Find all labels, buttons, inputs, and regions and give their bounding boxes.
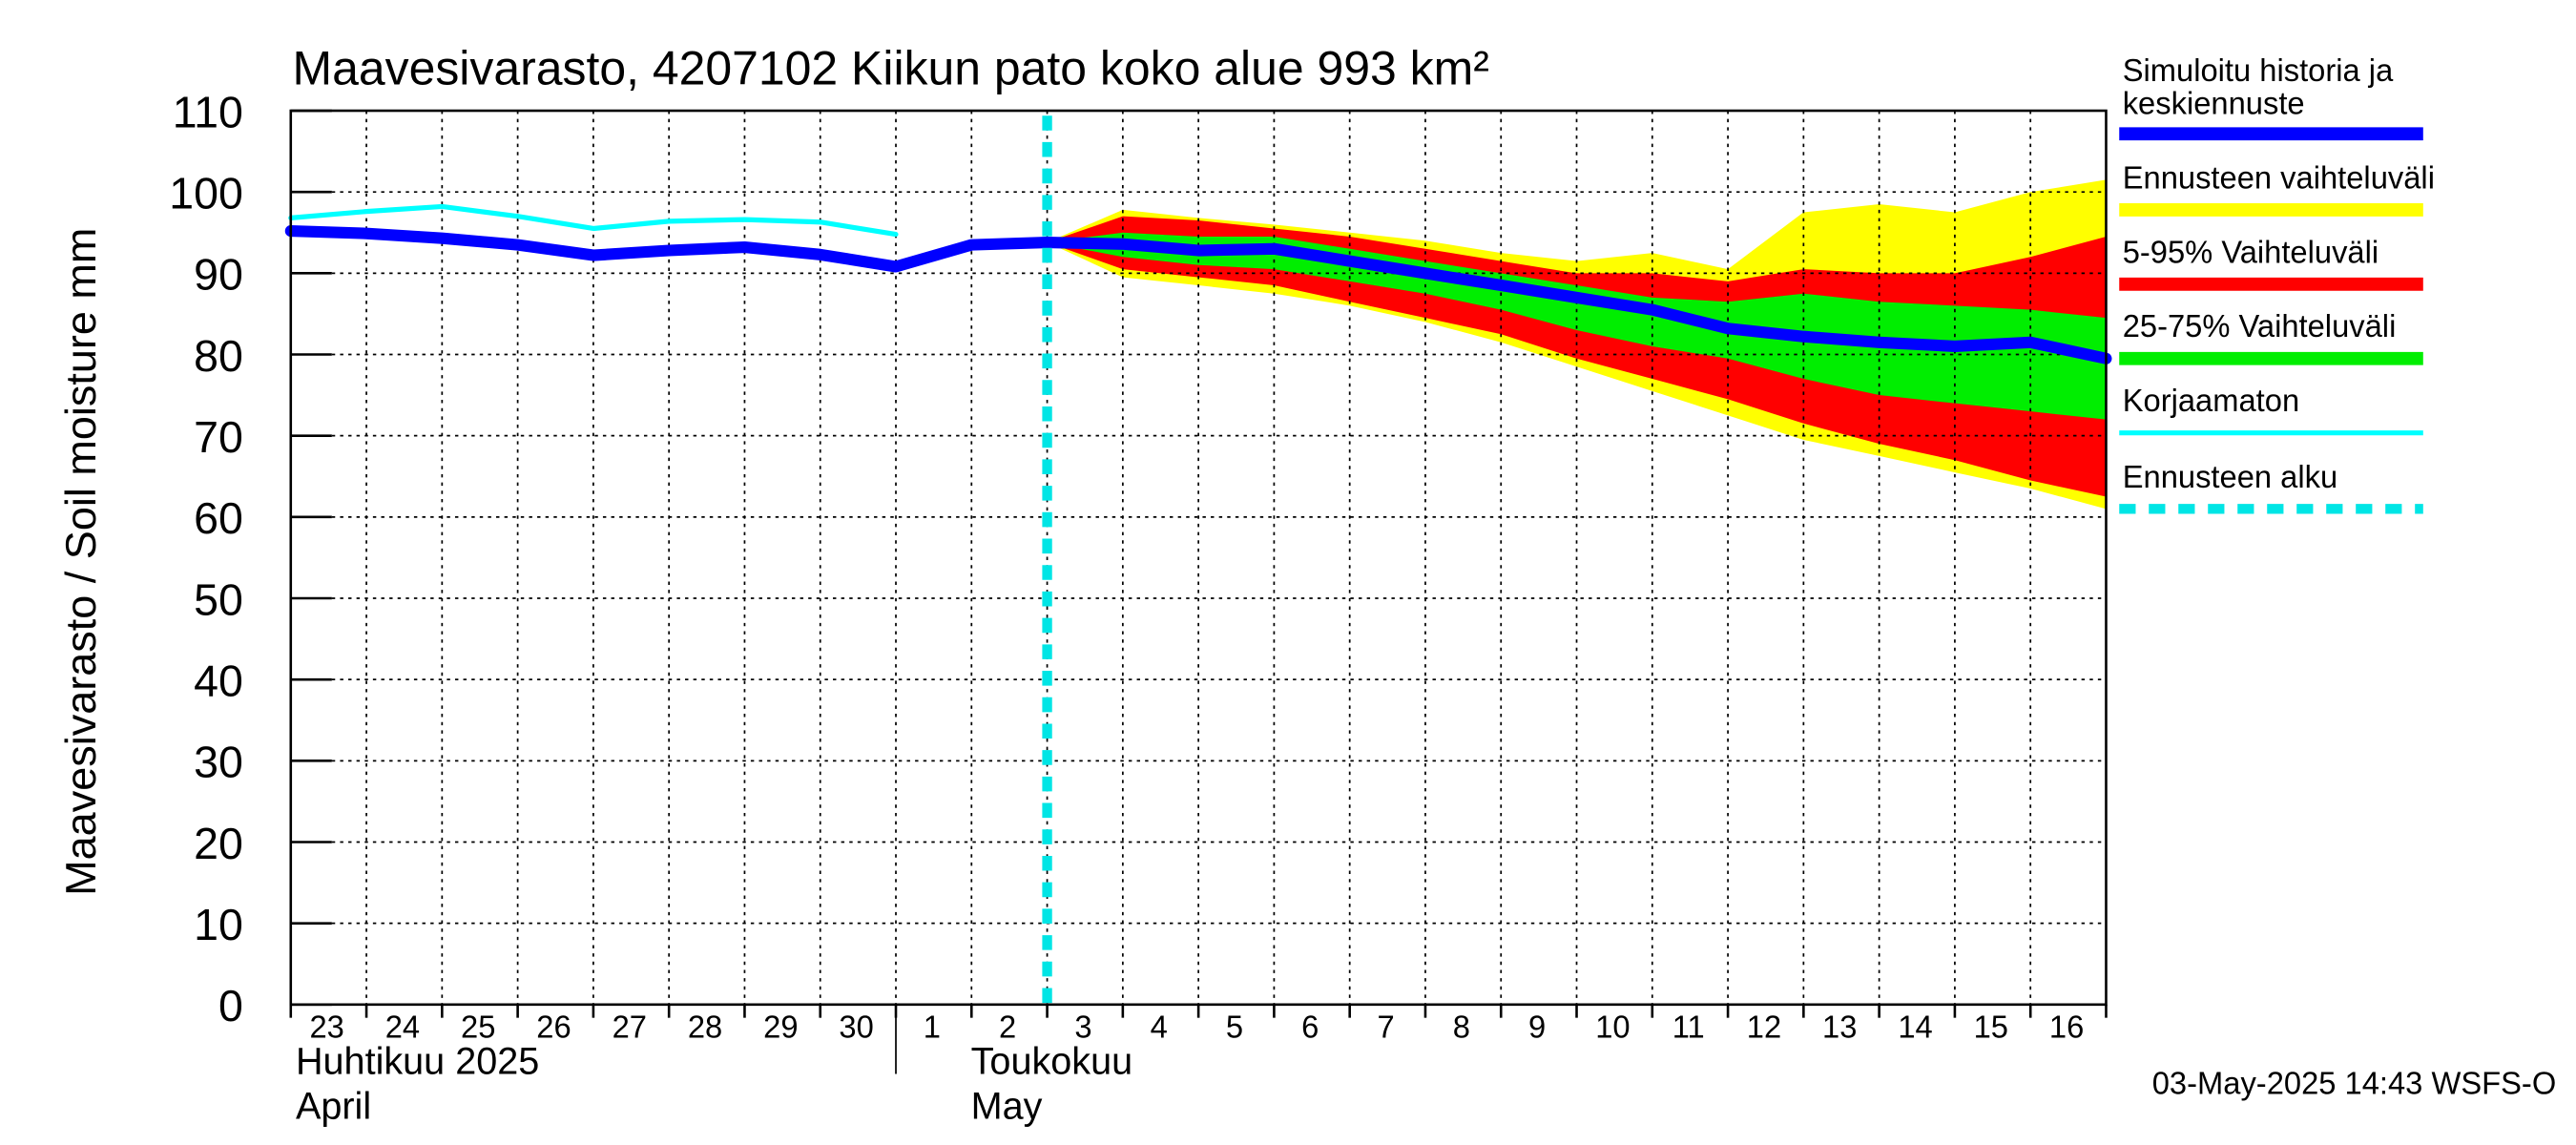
legend-label-range: Ennusteen vaihteluväli	[2123, 159, 2435, 195]
x-axis-ticks: 23 24 25 26 27 28 29 30 1 2 3 4 5 6 7 8 9 10 11 12 13 14 15 16	[289, 1004, 2108, 1074]
x-tick-label: 9	[1528, 1009, 1546, 1044]
legend: Simuloitu historia ja keskiennuste Ennus…	[2119, 52, 2435, 514]
y-tick-label: 50	[194, 574, 243, 624]
legend-item-median: Simuloitu historia ja keskiennuste	[2119, 52, 2423, 141]
x-tick-label: 23	[309, 1009, 343, 1044]
y-tick-label: 60	[194, 493, 243, 543]
legend-item-range: Ennusteen vaihteluväli	[2119, 159, 2435, 217]
y-tick-label: 10	[194, 900, 243, 949]
month-label-april-fi: Huhtikuu 2025	[296, 1040, 539, 1082]
y-axis-ticks: 0 10 20 30 40 50 60 70 80 90 100 110	[169, 87, 332, 1030]
x-tick-label: 14	[1898, 1009, 1932, 1044]
x-tick-label: 11	[1672, 1009, 1705, 1044]
x-tick-label: 16	[2049, 1009, 2084, 1044]
y-tick-label: 0	[218, 981, 243, 1030]
y-tick-label: 30	[194, 738, 243, 787]
x-tick-label: 5	[1226, 1009, 1243, 1044]
median-line	[284, 225, 2112, 364]
x-tick-label: 6	[1301, 1009, 1319, 1044]
y-tick-label: 20	[194, 819, 243, 868]
legend-label-median-1: Simuloitu historia ja	[2123, 52, 2394, 88]
x-tick-label: 15	[1974, 1009, 2008, 1044]
x-tick-label: 28	[688, 1009, 722, 1044]
y-tick-label: 110	[173, 87, 243, 136]
month-label-may-fi: Toukokuu	[971, 1040, 1132, 1082]
legend-label-p25-75: 25-75% Vaihteluväli	[2123, 308, 2397, 344]
x-tick-label: 8	[1453, 1009, 1470, 1044]
legend-item-p5-95: 5-95% Vaihteluväli	[2119, 234, 2423, 291]
chart-title: Maavesivarasto, 4207102 Kiikun pato koko…	[292, 41, 1488, 94]
legend-item-p25-75: 25-75% Vaihteluväli	[2119, 308, 2423, 365]
timestamp: 03-May-2025 14:43 WSFS-O	[2152, 1065, 2557, 1100]
x-tick-label: 27	[613, 1009, 647, 1044]
y-axis-label: Maavesivarasto / Soil moisture mm	[56, 228, 105, 896]
x-tick-label: 25	[461, 1009, 495, 1044]
month-label-may-en: May	[971, 1085, 1043, 1127]
legend-label-median-2: keskiennuste	[2123, 85, 2305, 120]
x-tick-label: 26	[536, 1009, 571, 1044]
x-tick-label: 29	[763, 1009, 798, 1044]
x-tick-label: 24	[385, 1009, 420, 1044]
x-tick-label: 30	[839, 1009, 873, 1044]
legend-label-p5-95: 5-95% Vaihteluväli	[2123, 234, 2379, 269]
legend-label-forecast-start: Ennusteen alku	[2123, 459, 2337, 494]
x-tick-label: 13	[1822, 1009, 1857, 1044]
x-tick-label: 1	[924, 1009, 941, 1044]
x-tick-label: 3	[1074, 1009, 1091, 1044]
y-tick-label: 70	[194, 412, 243, 462]
band-p5_95	[1047, 216, 2107, 497]
y-tick-label: 80	[194, 331, 243, 381]
y-tick-label: 100	[169, 168, 243, 218]
x-tick-label: 4	[1151, 1009, 1168, 1044]
x-tick-label: 12	[1747, 1009, 1781, 1044]
legend-item-forecast-start: Ennusteen alku	[2119, 459, 2423, 514]
y-tick-label: 40	[194, 656, 243, 705]
legend-label-uncorrected: Korjaamaton	[2123, 383, 2299, 418]
x-tick-label: 2	[999, 1009, 1016, 1044]
x-tick-label: 7	[1377, 1009, 1394, 1044]
month-label-april-en: April	[296, 1085, 371, 1127]
uncorrected-line	[288, 203, 899, 238]
plot-area	[284, 109, 2112, 1007]
legend-item-uncorrected: Korjaamaton	[2119, 383, 2423, 436]
y-tick-label: 90	[194, 250, 243, 300]
x-tick-label: 10	[1595, 1009, 1630, 1044]
series-lines	[284, 115, 2112, 1005]
